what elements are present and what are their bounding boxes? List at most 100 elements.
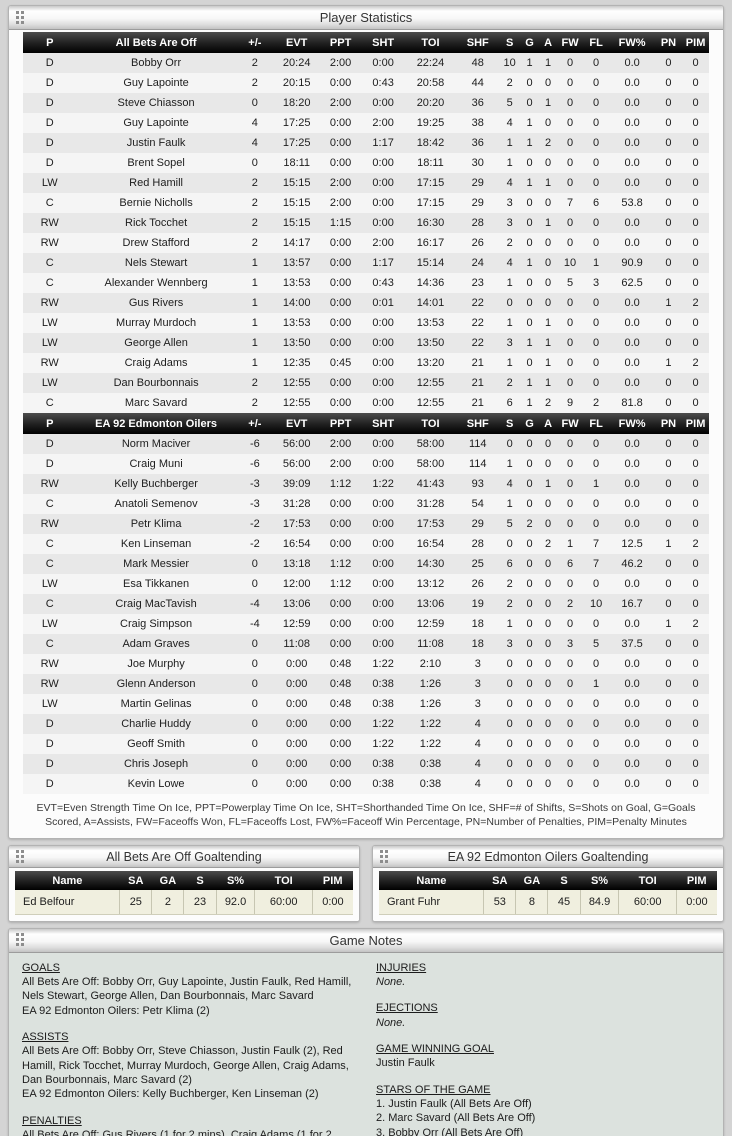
stat-value: 0.0 (609, 373, 655, 393)
note-line: All Bets Are Off: Gus Rivers (1 for 2 mi… (22, 1128, 332, 1136)
stat-value: 0 (582, 233, 610, 253)
drag-handle-icon[interactable] (16, 933, 25, 947)
stat-value: 0.0 (609, 93, 655, 113)
stat-value: C (23, 193, 77, 213)
stat-value: LW (23, 574, 77, 594)
player-row: LW Red Hamill 2 15:15 2:00 0:00 17:15 29 4 1 1 0 0 0.… (23, 173, 709, 193)
stat-value: 0 (582, 313, 610, 333)
stat-value: 0:00 (319, 594, 362, 614)
stat-value: 0 (654, 734, 683, 754)
stat-value: RW (23, 514, 77, 534)
stat-value: 0.0 (609, 73, 655, 93)
stat-value: 0 (538, 694, 558, 714)
stat-value: 2 (682, 614, 709, 634)
stat-value: 1 (582, 253, 610, 273)
stat-column-header: FW% (609, 32, 655, 53)
stat-value: 0 (557, 754, 583, 774)
stat-value: 2 (235, 73, 275, 93)
stat-value: 37.5 (609, 634, 655, 654)
stat-value: 0 (499, 734, 521, 754)
stat-value: 6 (499, 393, 521, 413)
drag-handle-icon[interactable] (16, 11, 25, 25)
stat-value: 0 (235, 754, 275, 774)
stat-value: 1:26 (404, 674, 457, 694)
note-line: EA 92 Edmonton Oilers: Petr Klima (2) (22, 1004, 210, 1017)
stat-value: LW (23, 313, 77, 333)
stat-value: 17:15 (404, 173, 457, 193)
stat-value: 48 (456, 53, 500, 73)
stat-value: 0 (682, 133, 709, 153)
stat-value: 0 (654, 153, 683, 173)
stat-value: 0 (520, 654, 539, 674)
stat-value: 44 (456, 73, 500, 93)
stat-value: 0.0 (609, 434, 655, 454)
player-name: Rick Tocchet (76, 213, 236, 233)
stat-column-header: FW (557, 32, 583, 53)
stat-value: 0:00 (319, 293, 362, 313)
stat-value: 0 (654, 93, 683, 113)
stat-value: 7 (557, 193, 583, 213)
stat-value: 0:00 (274, 674, 320, 694)
player-row: LW Dan Bourbonnais 2 12:55 0:00 0:00 12:55 21 2 1… (23, 373, 709, 393)
stat-value: LW (23, 373, 77, 393)
stat-value: 0 (654, 253, 683, 273)
stat-column-header: PN (654, 32, 683, 53)
stat-value: -6 (235, 454, 275, 474)
team-name-header: All Bets Are Off (76, 32, 236, 53)
stat-value: 0 (654, 514, 683, 534)
stat-value: 0 (520, 674, 539, 694)
stat-value: 0:00 (361, 494, 405, 514)
stat-value: 0 (520, 494, 539, 514)
player-name: Esa Tikkanen (76, 574, 236, 594)
game-notes-body: GOALS All Bets Are Off: Bobby Orr, Guy La… (9, 952, 723, 1136)
stat-column-header: TOI (404, 413, 457, 434)
stat-value: 0:00 (361, 313, 405, 333)
stat-value: -2 (235, 534, 275, 554)
stat-value: 0 (520, 474, 539, 494)
stat-value: 0 (520, 774, 539, 794)
stat-value: 0 (654, 193, 683, 213)
goaltending-section: All Bets Are Off Goaltending Name SA GA S S%… (8, 845, 724, 922)
stat-value: 24 (456, 253, 500, 273)
stat-value: 0 (499, 694, 521, 714)
stat-value: 0 (557, 153, 583, 173)
stat-value: 7 (582, 554, 610, 574)
goalie-column-header: S (183, 871, 217, 891)
stat-value: 1 (520, 133, 539, 153)
stat-value: 0 (582, 73, 610, 93)
stat-value: 20:20 (404, 93, 457, 113)
stat-value: 0 (654, 474, 683, 494)
note-line: 1. Justin Faulk (All Bets Are Off) (376, 1097, 532, 1110)
stat-value: 0 (557, 93, 583, 113)
stat-value: 0 (235, 714, 275, 734)
goalie-stat-value: 92.0 (215, 890, 255, 915)
player-name: Guy Lapointe (76, 73, 236, 93)
stat-column-header: SHF (456, 32, 500, 53)
stat-value: 1:15 (319, 213, 362, 233)
stat-value: 0 (582, 774, 610, 794)
stat-value: 0 (557, 474, 583, 494)
stat-value: 31:28 (404, 494, 457, 514)
stat-value: 1 (520, 393, 539, 413)
stat-value: 1:12 (319, 554, 362, 574)
player-row: D Kevin Lowe 0 0:00 0:00 0:38 0:38 4 0 0 0 0 0 0.0 0 0 (23, 774, 709, 794)
stat-value: 0 (682, 73, 709, 93)
stat-value: 21 (456, 353, 500, 373)
stat-value: 23 (456, 273, 500, 293)
goalie-row: Grant Fuhr 53 8 45 84.9 60:00 0:00 (379, 890, 717, 915)
stat-value: 2 (582, 393, 610, 413)
stat-value: 0:43 (361, 273, 405, 293)
stat-value: 2:00 (319, 434, 362, 454)
stat-value: 2 (235, 53, 275, 73)
drag-handle-icon[interactable] (16, 850, 25, 864)
stat-value: 0:00 (274, 754, 320, 774)
goalie-tbody: Name SA GA S S% TOI PIM Grant Fuhr 53 8 45 84.9 60:0… (379, 871, 717, 915)
drag-handle-icon[interactable] (380, 850, 389, 864)
stat-value: 0 (682, 233, 709, 253)
stat-value: 0 (538, 113, 558, 133)
stat-value: 1 (499, 133, 521, 153)
goalie-column-header: SA (483, 871, 516, 891)
stat-value: 0 (682, 373, 709, 393)
stat-value: 0:00 (361, 634, 405, 654)
stat-value: 22 (456, 293, 500, 313)
